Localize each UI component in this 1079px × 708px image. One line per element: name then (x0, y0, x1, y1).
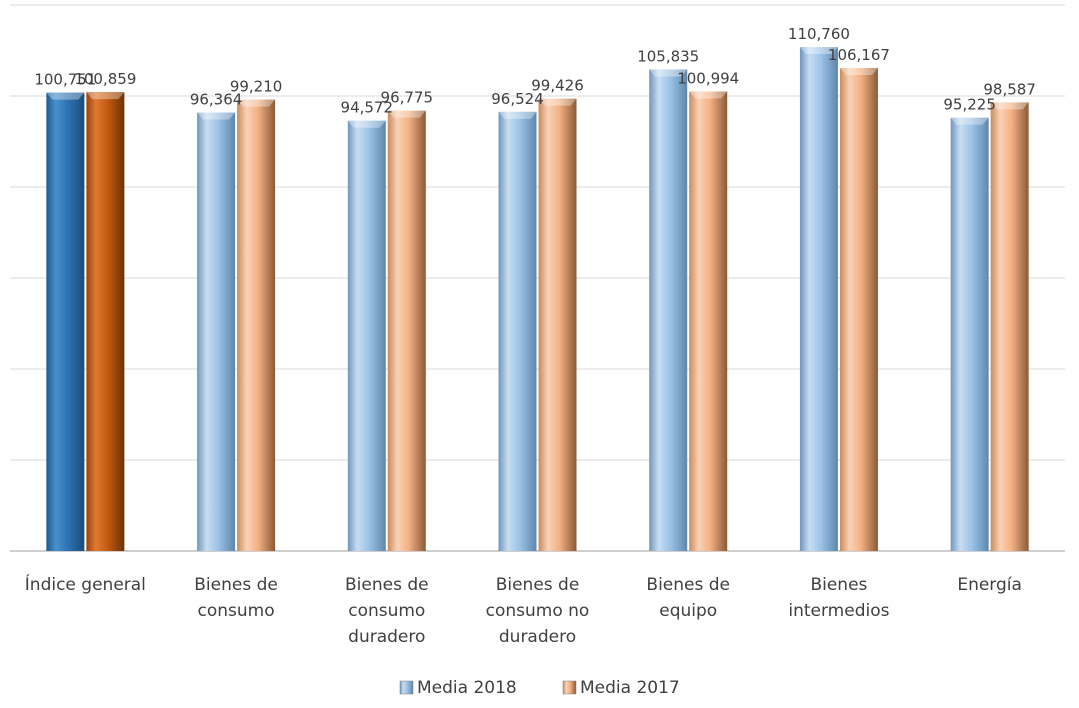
bar-bevel (689, 91, 728, 99)
bar-bevel (387, 110, 426, 118)
bar-bevel (237, 99, 276, 107)
bar-media-2017-5 (839, 67, 878, 551)
bar-bevel (950, 117, 989, 125)
legend-media-2018-swatch (399, 680, 414, 695)
category-labels: Índice general Bienes de consumo Bienes de c… (25, 573, 1022, 647)
bar-bevel (498, 111, 537, 119)
category-label: Energía (957, 575, 1022, 595)
bar-bevel (799, 47, 838, 55)
bar-media-2018-0 (46, 92, 85, 551)
bar-bevel (46, 92, 85, 100)
legend-media-2017-label: Media 2017 (580, 678, 680, 698)
bar-media-2018-4 (649, 69, 688, 552)
data-label: 100,994 (677, 69, 739, 87)
category-label: Índice general (25, 573, 146, 595)
bar-media-2018-1 (197, 112, 236, 552)
category-label: Bienes intermedios (788, 575, 889, 621)
data-label: 98,587 (983, 80, 1036, 98)
bar-media-2018-5 (799, 47, 838, 552)
data-label: 96,775 (381, 89, 434, 107)
bar-media-2017-1 (237, 99, 276, 552)
bar-bevel (990, 102, 1029, 110)
bar-bevel (649, 69, 688, 77)
bar-media-2017-0 (86, 92, 125, 551)
data-label: 106,167 (828, 46, 890, 64)
category-label: Bienes de equipo (646, 575, 730, 621)
data-label: 99,210 (230, 78, 283, 96)
bars (46, 47, 1029, 552)
data-label: 96,524 (491, 90, 544, 108)
legend-media-2017-swatch (562, 680, 577, 695)
bar-media-2018-2 (347, 120, 386, 552)
bar-media-2017-3 (538, 98, 577, 552)
data-label: 96,364 (190, 91, 243, 109)
bar-media-2017-6 (990, 102, 1029, 552)
bar-bevel (86, 92, 125, 100)
data-label: 99,426 (531, 77, 584, 95)
bar-bevel (839, 67, 878, 75)
data-label: 100,859 (74, 70, 136, 88)
category-label: Bienes de consumo (194, 575, 278, 621)
gridlines (10, 4, 1065, 552)
bar-media-2018-6 (950, 117, 989, 551)
data-label: 110,760 (788, 25, 850, 43)
legend: Media 2018 Media 2017 (399, 678, 680, 698)
bar-bevel (538, 98, 577, 106)
legend-media-2018-label: Media 2018 (417, 678, 517, 698)
bar-media-2017-4 (689, 91, 728, 552)
category-label: Bienes de consumo duradero (345, 575, 429, 647)
bar-bevel (347, 120, 386, 128)
data-label: 95,225 (943, 96, 996, 114)
bar-media-2018-3 (498, 111, 537, 552)
bar-bevel (197, 112, 236, 120)
data-label: 100,751 (34, 71, 96, 89)
bar-media-2017-2 (387, 110, 426, 551)
category-label: Bienes de consumo no duradero (486, 575, 590, 647)
data-label: 105,835 (637, 47, 699, 65)
data-label: 94,572 (341, 99, 394, 117)
